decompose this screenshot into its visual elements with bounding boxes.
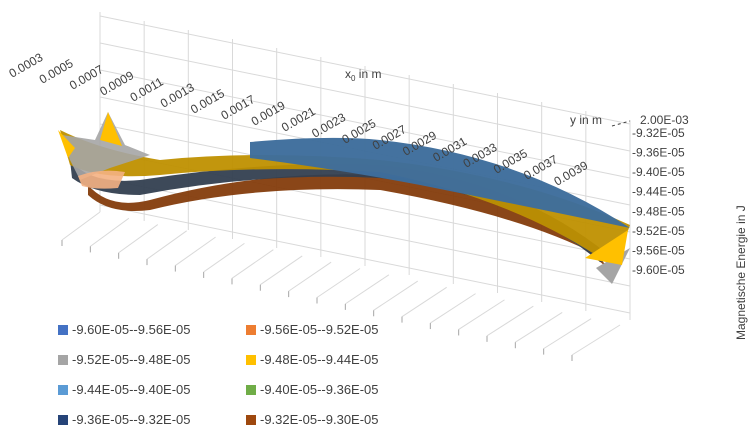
legend-label: -9.56E-05--9.52E-05	[260, 322, 379, 337]
grid-line	[231, 249, 274, 279]
legend-swatch	[58, 415, 68, 425]
grid-line	[401, 286, 447, 318]
grid-line	[288, 261, 332, 292]
legend-swatch	[58, 325, 68, 335]
z-tick-label: -9.52E-05	[632, 224, 685, 238]
surface-peak-yellow	[100, 112, 122, 146]
z-tick-label: -9.40E-05	[632, 165, 685, 179]
grid-line	[486, 305, 534, 337]
grid-line	[99, 204, 631, 314]
grid-line	[430, 293, 476, 324]
surface-band-blue	[250, 137, 630, 228]
x-axis-label: x0 in m	[345, 67, 381, 83]
legend-swatch	[246, 415, 256, 425]
grid-line	[118, 224, 159, 254]
surface-plot	[58, 112, 630, 284]
grid-line	[203, 242, 245, 273]
grid-line	[373, 280, 419, 311]
legend-item: -9.56E-05--9.52E-05	[246, 322, 379, 337]
legend-label: -9.52E-05--9.48E-05	[72, 352, 191, 367]
z-tick-label: -9.44E-05	[632, 185, 685, 199]
legend-label: -9.40E-05--9.36E-05	[260, 382, 379, 397]
legend-swatch	[246, 325, 256, 335]
legend-swatch	[246, 385, 256, 395]
legend-swatch	[58, 355, 68, 365]
y-axis-label: y in m	[570, 113, 602, 127]
grid-line	[515, 312, 563, 343]
legend-label: -9.60E-05--9.56E-05	[72, 322, 191, 337]
legend-item: -9.36E-05--9.32E-05	[58, 412, 191, 427]
surface-right-yellow	[585, 230, 628, 265]
z-tick-label: -9.56E-05	[632, 243, 685, 257]
legend-item: -9.32E-05--9.30E-05	[246, 412, 379, 427]
z-tick-label: -9.60E-05	[632, 263, 685, 277]
grid-line	[260, 255, 303, 286]
grid-line	[90, 217, 130, 247]
surface-left-gold	[58, 130, 75, 158]
grid-line	[61, 211, 101, 241]
y-tick-label: 2.00E-03	[640, 113, 689, 127]
z-tick-label: -9.32E-05	[632, 126, 685, 140]
grid-line	[146, 230, 187, 260]
legend-item: -9.52E-05--9.48E-05	[58, 352, 191, 367]
grid-line	[99, 42, 631, 152]
surface-band-gray-left	[62, 112, 150, 180]
legend-swatch	[58, 385, 68, 395]
legend-label: -9.44E-05--9.40E-05	[72, 382, 191, 397]
grid-line	[316, 268, 361, 298]
grid-line	[345, 274, 390, 305]
grid-line	[175, 236, 216, 266]
grid-line	[99, 69, 631, 179]
legend-label: -9.36E-05--9.32E-05	[72, 412, 191, 427]
legend-label: -9.32E-05--9.30E-05	[260, 412, 379, 427]
legend-swatch	[246, 355, 256, 365]
grid-line	[458, 299, 505, 330]
legend-label: -9.48E-05--9.44E-05	[260, 352, 379, 367]
legend-item: -9.60E-05--9.56E-05	[58, 322, 191, 337]
z-tick-labels: -9.32E-05 -9.36E-05 -9.40E-05 -9.44E-05 -9.4…	[632, 126, 685, 277]
surface-band-gold	[60, 130, 630, 268]
z-tick-label: -9.48E-05	[632, 204, 685, 218]
surface-orange-patch	[78, 170, 125, 189]
legend-item: -9.40E-05--9.36E-05	[246, 382, 379, 397]
z-tick-label: -9.36E-05	[632, 146, 685, 160]
grid-line	[543, 318, 592, 350]
grid-line	[99, 15, 631, 125]
legend-item: -9.48E-05--9.44E-05	[246, 352, 379, 367]
grid-line	[571, 324, 621, 356]
legend-item: -9.44E-05--9.40E-05	[58, 382, 191, 397]
z-axis-label: Magnetische Energie in J	[734, 205, 748, 340]
